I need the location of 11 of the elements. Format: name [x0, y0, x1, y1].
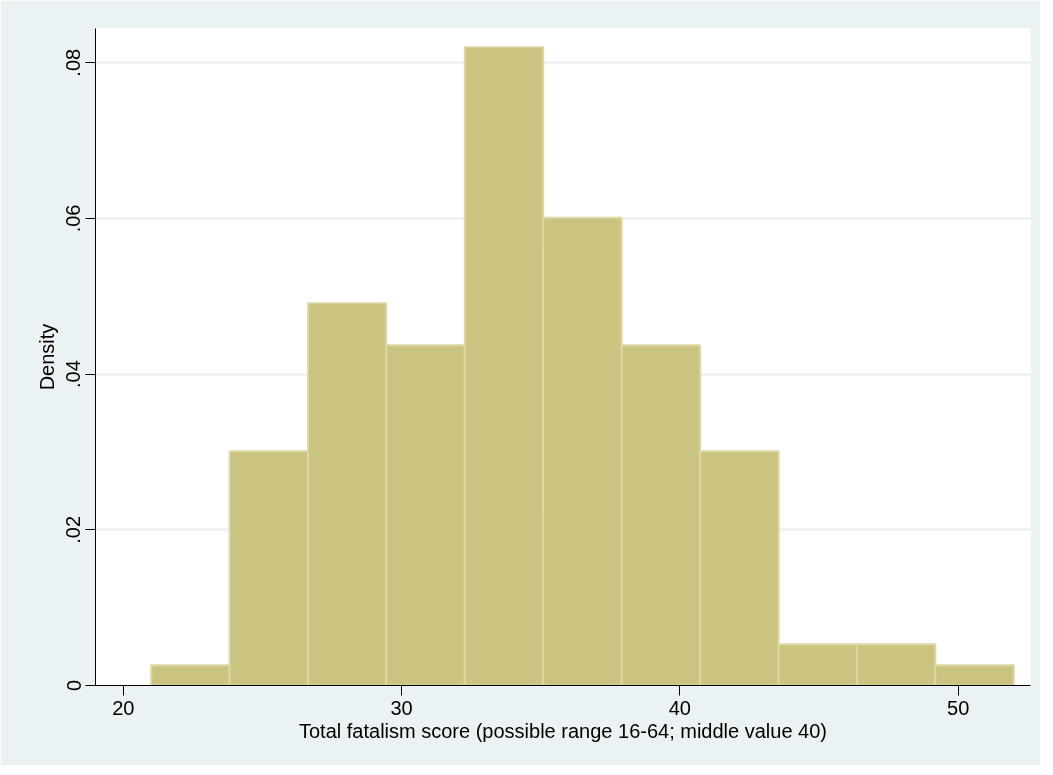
y-tick-label: .06 — [62, 204, 85, 233]
x-tick-label: 30 — [390, 696, 413, 719]
y-tick-label: 0 — [62, 679, 85, 692]
x-tick-label: 20 — [112, 696, 135, 719]
y-tick-label: .02 — [62, 515, 85, 544]
y-tick-label: .08 — [62, 48, 85, 77]
y-tick-label: .04 — [62, 360, 85, 389]
y-axis-title: Density — [35, 323, 58, 391]
x-tick-label: 50 — [947, 696, 970, 719]
x-axis-title: Total fatalism score (possible range 16-64; middle value 40) — [298, 719, 828, 742]
x-tick-label: 40 — [668, 696, 691, 719]
